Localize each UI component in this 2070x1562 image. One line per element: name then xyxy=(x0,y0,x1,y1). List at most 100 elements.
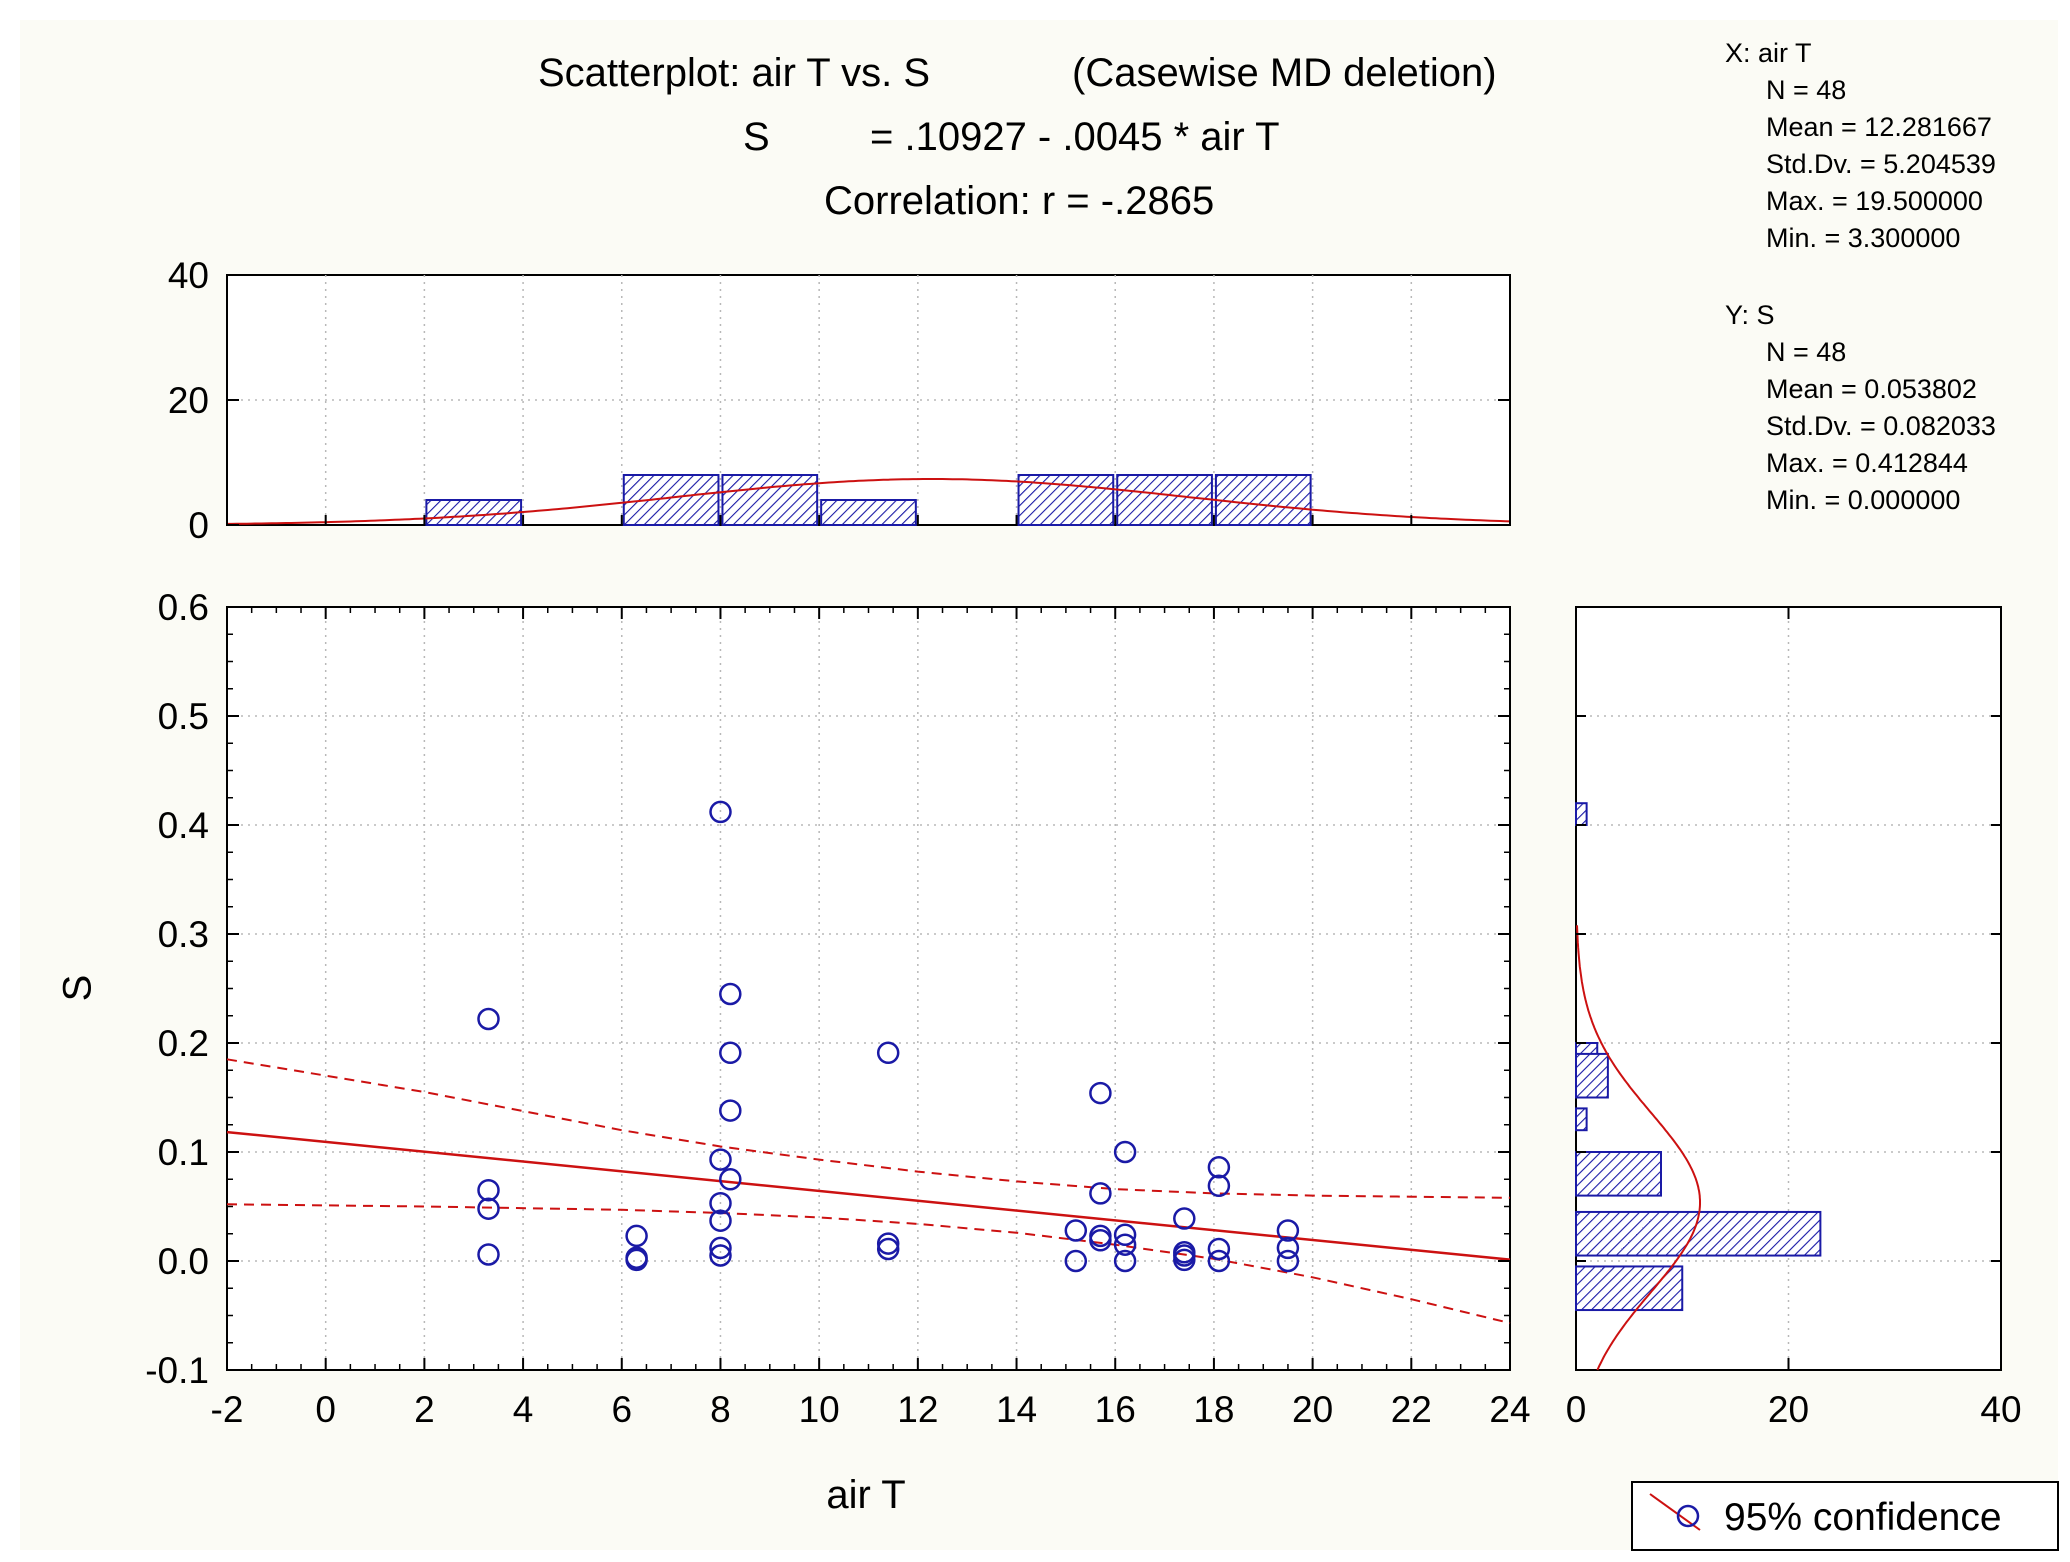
right-hist-bar xyxy=(1575,802,1588,827)
data-point xyxy=(1089,1229,1112,1252)
data-point xyxy=(1113,1140,1137,1164)
right-hist-bar xyxy=(1575,1265,1684,1312)
stats-x-mean: Mean = 12.281667 xyxy=(1766,112,1992,142)
stats-y-mean: Mean = 0.053802 xyxy=(1766,374,1977,404)
data-point xyxy=(477,1197,500,1220)
x-axis-title: air T xyxy=(826,1473,905,1517)
data-point xyxy=(1064,1219,1088,1242)
y-tick-label: 0.1 xyxy=(158,1132,209,1173)
top-hist-y-tick-label: 20 xyxy=(168,380,209,421)
equation: = .10927 - .0045 * air T xyxy=(870,115,1280,159)
x-tick-label: 22 xyxy=(1391,1389,1432,1430)
x-tick-label: 14 xyxy=(996,1389,1037,1430)
x-tick-label: 20 xyxy=(1292,1389,1333,1430)
data-point xyxy=(876,1237,900,1261)
stats-y-sd: Std.Dv. = 0.082033 xyxy=(1766,411,1996,441)
stats-y-min: Min. = 0.000000 xyxy=(1766,485,1960,515)
x-tick-label: -2 xyxy=(211,1389,244,1430)
x-tick-label: 8 xyxy=(710,1389,731,1430)
stats-y-n: N = 48 xyxy=(1766,337,1846,367)
confidence-band-lower xyxy=(226,1203,1511,1325)
data-point xyxy=(709,1209,732,1232)
data-point xyxy=(1276,1219,1300,1242)
y-axis-title: S xyxy=(56,975,100,1002)
data-point xyxy=(1113,1249,1137,1273)
stats-x-sd: Std.Dv. = 5.204539 xyxy=(1766,149,1996,179)
x-tick-label: 4 xyxy=(513,1389,534,1430)
y-tick-label: 0.0 xyxy=(158,1241,209,1282)
data-point xyxy=(719,982,742,1006)
equation-variable: S xyxy=(743,115,770,159)
y-tick-label: 0.5 xyxy=(158,696,209,737)
data-point xyxy=(1113,1233,1137,1256)
top-hist-y-tick-label: 40 xyxy=(168,255,209,296)
data-point xyxy=(876,1041,900,1065)
y-tick-label: -0.1 xyxy=(145,1350,209,1391)
x-tick-label: 12 xyxy=(897,1389,938,1430)
data-point xyxy=(1276,1236,1300,1260)
data-point xyxy=(709,1148,732,1171)
data-point xyxy=(709,1244,732,1267)
data-point xyxy=(477,1243,500,1266)
top-hist-bar xyxy=(622,474,720,526)
top-hist-bar xyxy=(1116,474,1213,526)
x-tick-label: 24 xyxy=(1489,1389,1530,1430)
x-tick-label: 6 xyxy=(611,1389,632,1430)
stats-x-max: Max. = 19.500000 xyxy=(1766,186,1983,216)
data-point xyxy=(719,1099,742,1122)
y-tick-label: 0.2 xyxy=(158,1023,209,1064)
right-hist-bar xyxy=(1575,1151,1662,1197)
stats-x-block: X: air T N = 48 Mean = 12.281667 Std.Dv.… xyxy=(1725,38,1996,253)
data-point xyxy=(1207,1249,1231,1273)
right-hist-x-tick-label: 40 xyxy=(1980,1389,2021,1430)
data-point xyxy=(719,1041,742,1065)
x-tick-label: 0 xyxy=(315,1389,336,1430)
right-hist-x-tick-label: 20 xyxy=(1768,1389,1809,1430)
right-hist-bar xyxy=(1575,1052,1609,1099)
data-point xyxy=(1207,1237,1231,1261)
right-hist-normal-curve xyxy=(1576,925,1701,1371)
regression-line xyxy=(226,1130,1511,1261)
legend-box xyxy=(1631,1481,2059,1551)
data-point xyxy=(1207,1156,1231,1179)
data-point xyxy=(1173,1207,1196,1230)
stats-x-n: N = 48 xyxy=(1766,75,1846,105)
y-tick-label: 0.6 xyxy=(158,587,209,628)
legend: 95% confidence xyxy=(1631,1481,2059,1551)
stats-x-min: Min. = 3.300000 xyxy=(1766,223,1960,253)
x-tick-label: 10 xyxy=(799,1389,840,1430)
x-tick-label: 2 xyxy=(414,1389,435,1430)
legend-marker-swatch xyxy=(1676,1504,1700,1528)
legend-label: 95% confidence xyxy=(1724,1496,2002,1539)
title-right: (Casewise MD deletion) xyxy=(1072,51,1497,95)
correlation: Correlation: r = -.2865 xyxy=(824,179,1214,223)
stats-x-label: X: air T xyxy=(1725,38,1812,68)
top-hist-bar xyxy=(1214,474,1312,526)
data-point xyxy=(477,1007,500,1031)
stats-y-label: Y: S xyxy=(1725,300,1775,330)
scatter-plot-frame xyxy=(226,606,1511,1371)
data-point xyxy=(876,1232,900,1255)
top-hist-y-tick-label: 0 xyxy=(188,505,209,546)
confidence-band-upper xyxy=(226,1058,1511,1199)
right-hist-bar xyxy=(1575,1107,1588,1132)
data-point xyxy=(625,1248,648,1272)
right-hist-x-tick-label: 0 xyxy=(1566,1389,1587,1430)
title-left: Scatterplot: air T vs. S xyxy=(538,51,930,95)
data-point xyxy=(1089,1081,1112,1105)
data-point xyxy=(1173,1248,1196,1272)
y-tick-label: 0.3 xyxy=(158,914,209,955)
top-hist-bar xyxy=(820,499,917,526)
stats-y-max: Max. = 0.412844 xyxy=(1766,448,1968,478)
stats-y-block: Y: S N = 48 Mean = 0.053802 Std.Dv. = 0.… xyxy=(1725,300,1996,515)
data-point xyxy=(709,1236,732,1260)
top-hist-bar xyxy=(721,474,819,526)
data-point xyxy=(1276,1249,1300,1273)
x-tick-label: 18 xyxy=(1193,1389,1234,1430)
y-tick-label: 0.4 xyxy=(158,805,209,846)
data-point xyxy=(709,1191,732,1215)
data-point xyxy=(1207,1174,1231,1198)
top-histogram-frame xyxy=(226,274,1511,526)
data-point xyxy=(625,1224,648,1248)
